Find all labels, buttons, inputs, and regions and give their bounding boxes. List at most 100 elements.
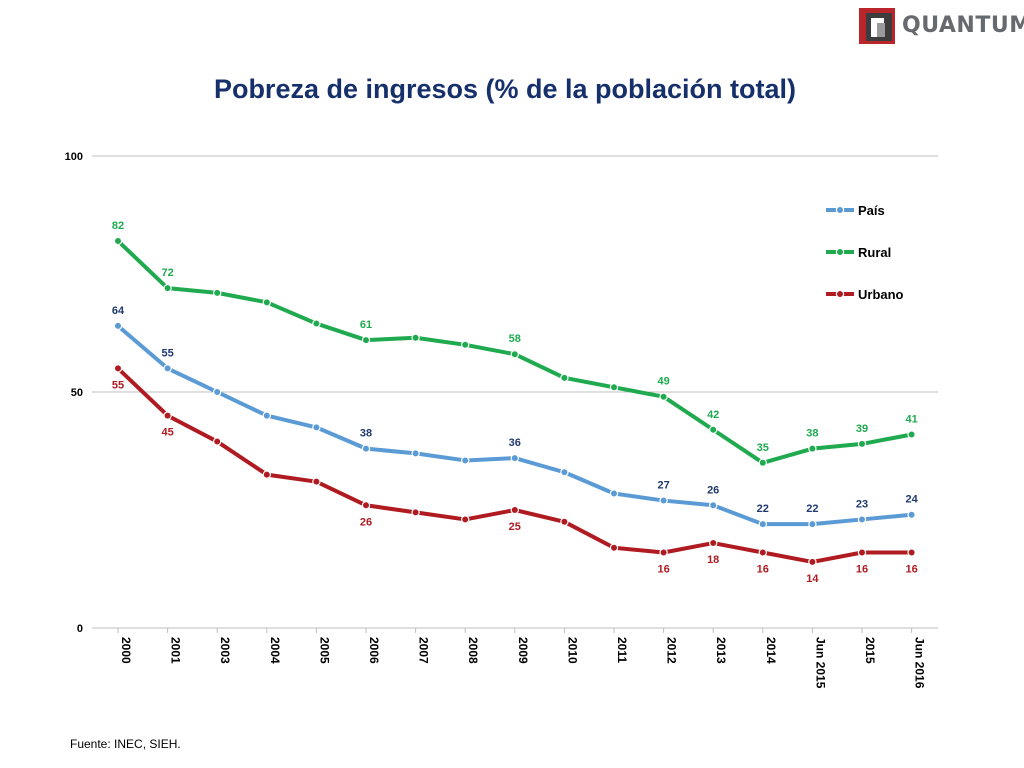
legend-marker-pas [835, 205, 845, 215]
data-label-rural: 49 [657, 376, 669, 388]
data-label-rural: 42 [707, 409, 719, 421]
axis: 0 50 100 2000 2001 2003 2004 2005 2006 2007 2008 20… [65, 151, 927, 689]
x-tick-label: 2011 [615, 637, 629, 663]
data-point-urbano [560, 517, 569, 527]
data-label-pas: 26 [707, 484, 719, 496]
data-label-urbano: 16 [856, 563, 868, 575]
data-label-pas: 22 [806, 503, 818, 515]
data-point-pas [659, 496, 668, 505]
data-point-urbano [411, 508, 420, 517]
data-label-urbano: 45 [161, 427, 173, 439]
data-label-urbano: 16 [757, 563, 769, 575]
data-point-urbano [659, 548, 668, 557]
data-point-rural [758, 458, 768, 467]
data-point-rural [411, 333, 420, 342]
data-label-rural: 58 [509, 333, 521, 345]
data-point-rural [212, 288, 222, 298]
data-point-pas [709, 501, 718, 510]
data-point-pas [758, 519, 768, 529]
data-point-rural [312, 319, 321, 328]
data-point-rural [709, 425, 718, 434]
data-label-rural: 38 [806, 428, 818, 440]
x-tick-label: 2000 [119, 637, 133, 664]
data-label-urbano: 25 [509, 521, 521, 533]
x-tick-label: 2004 [268, 637, 282, 664]
data-point-pas [510, 453, 519, 463]
x-tick-label: 2008 [466, 637, 480, 664]
data-label-rural: 39 [856, 423, 868, 435]
data-point-rural [560, 373, 569, 383]
data-label-rural: 61 [360, 319, 372, 331]
data-label-pas: 36 [509, 437, 521, 449]
data-label-pas: 38 [360, 428, 372, 440]
data-point-urbano [808, 557, 817, 567]
data-label-rural: 41 [905, 413, 917, 425]
data-label-pas: 24 [905, 494, 918, 506]
data-point-rural [461, 340, 470, 349]
series [113, 236, 916, 567]
data-point-rural [361, 335, 371, 345]
legend-marker-urbano [835, 289, 845, 299]
y-tick-label: 0 [77, 623, 83, 635]
data-label-pas: 27 [657, 480, 669, 492]
x-tick-label: 2007 [417, 637, 431, 664]
data-label-urbano: 16 [905, 563, 917, 575]
data-point-rural [659, 392, 668, 401]
data-label-pas: 22 [757, 503, 769, 515]
data-label-pas: 23 [856, 498, 868, 510]
x-tick-label: 2013 [714, 637, 728, 664]
x-tick-label: 2012 [665, 637, 679, 664]
x-tick-label: 2001 [169, 637, 183, 664]
data-point-urbano [361, 501, 371, 510]
x-tick-label: Jun 2016 [913, 637, 927, 689]
data-point-urbano [857, 548, 867, 557]
data-label-urbano: 14 [806, 573, 819, 585]
data-point-urbano [907, 548, 916, 557]
data-point-rural [262, 298, 271, 307]
y-tick-label: 50 [71, 387, 83, 399]
data-label-pas: 55 [161, 347, 173, 359]
data-point-urbano [461, 515, 470, 524]
legend-label-rural: Rural [858, 245, 891, 260]
x-tick-label: 2006 [367, 637, 381, 664]
data-label-urbano: 26 [360, 516, 372, 528]
x-tick-label: 2005 [317, 637, 331, 664]
data-label-rural: 72 [161, 267, 173, 279]
data-point-pas [609, 489, 619, 498]
legend-marker-rural [835, 247, 845, 257]
data-point-urbano [609, 543, 619, 552]
data-label-rural: 82 [112, 220, 124, 232]
data-point-urbano [709, 538, 718, 548]
data-point-pas [113, 321, 123, 331]
data-point-pas [163, 364, 172, 373]
data-point-rural [510, 350, 519, 359]
x-tick-label: 2015 [863, 637, 877, 664]
data-point-urbano [312, 477, 321, 486]
data-point-pas [361, 444, 371, 453]
legend-label-pas: País [858, 203, 885, 218]
data-point-pas [262, 411, 271, 420]
data-point-rural [808, 444, 817, 453]
data-point-urbano [163, 411, 172, 420]
data-label-urbano: 18 [707, 554, 719, 566]
data-point-rural [113, 236, 123, 246]
quantum-logo: QUANTUM [858, 5, 1024, 51]
data-label-urbano: 55 [112, 379, 124, 391]
source-note: Fuente: INEC, SIEH. [70, 737, 181, 751]
data-point-rural [609, 383, 619, 392]
data-point-urbano [758, 548, 768, 557]
data-point-pas [560, 468, 569, 477]
data-point-pas [312, 423, 321, 432]
data-point-pas [808, 519, 817, 529]
data-point-pas [212, 387, 222, 397]
data-point-urbano [262, 470, 271, 479]
data-point-pas [907, 510, 916, 519]
data-label-pas: 64 [112, 305, 125, 317]
data-point-pas [411, 449, 420, 458]
quantum-logo-icon [859, 8, 895, 44]
data-point-urbano [113, 364, 123, 373]
data-label-rural: 35 [757, 442, 769, 454]
data-point-urbano [212, 437, 222, 446]
legend-label-urbano: Urbano [858, 287, 904, 302]
